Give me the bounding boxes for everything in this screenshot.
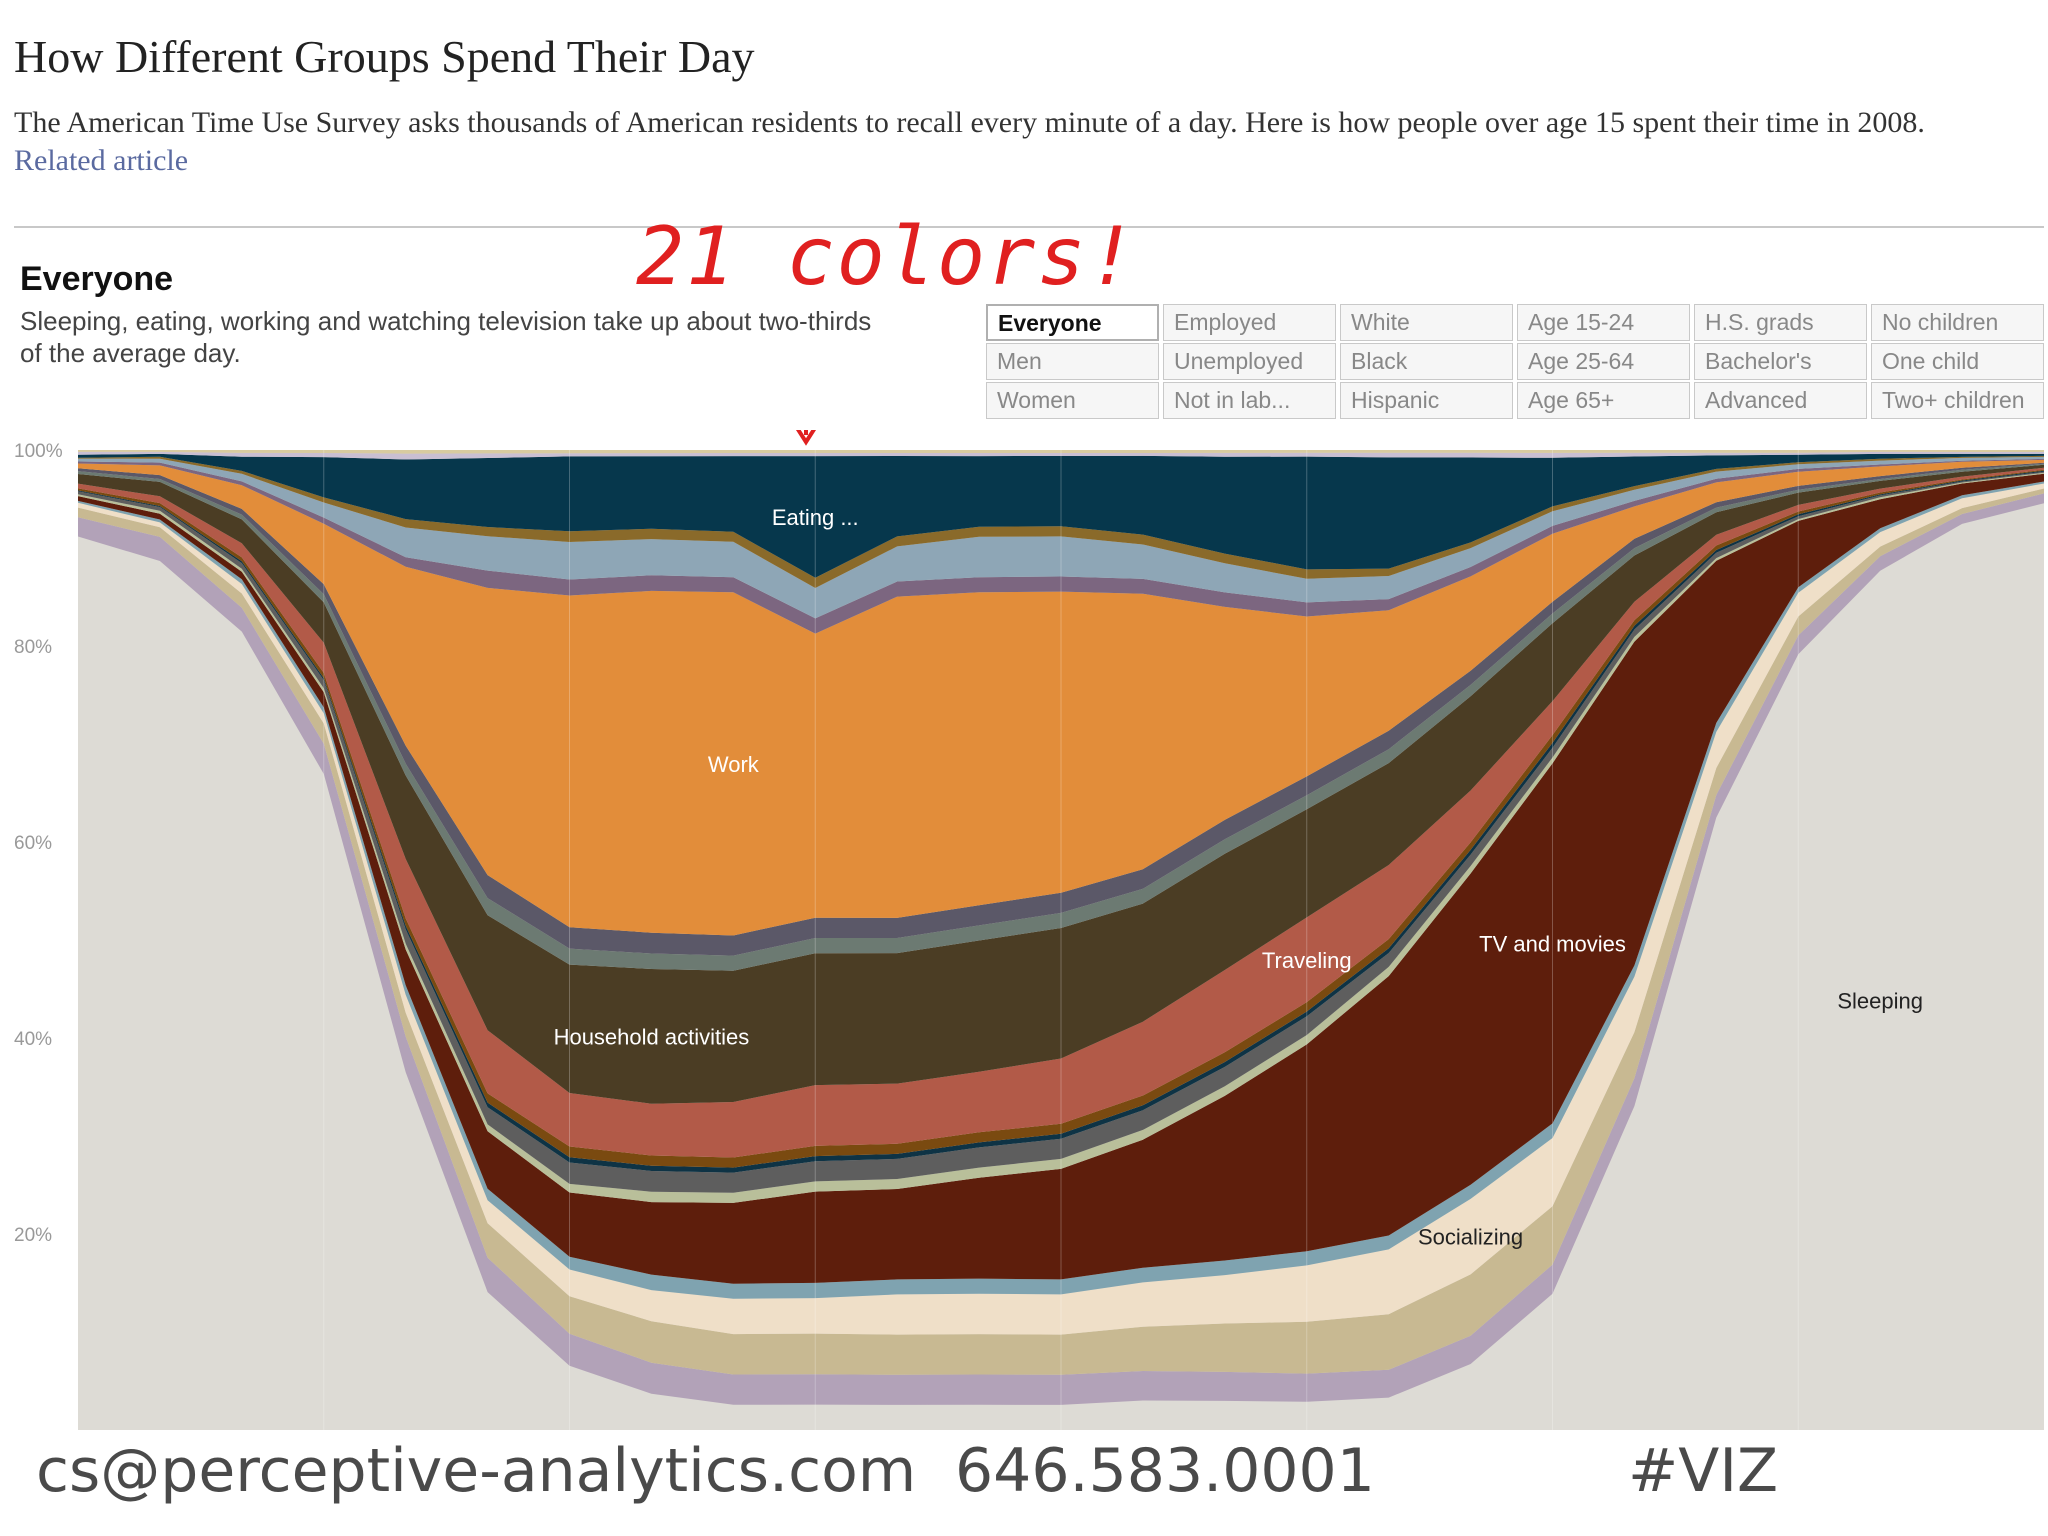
stacked-area-chart: 100% 80% 60% 40% 20% Sleeping Socializing TV a… [14, 430, 2044, 1430]
filter-button[interactable]: Bachelor's [1694, 343, 1867, 380]
filter-button[interactable]: H.S. grads [1694, 304, 1867, 341]
filter-button[interactable]: Hispanic [1340, 382, 1513, 419]
annotation-arrow [795, 430, 817, 446]
series-label: Household activities [554, 1024, 750, 1049]
footer-hashtag: #VIZ [1628, 1436, 1779, 1506]
area-series[interactable] [78, 451, 2044, 460]
intro-text: The American Time Use Survey asks thousa… [14, 106, 1925, 139]
area-series[interactable] [78, 464, 2044, 1104]
filter-button[interactable]: Age 15-24 [1517, 304, 1690, 341]
area-layers [78, 450, 2044, 1430]
series-labels: Sleeping Socializing TV and movies Travelin… [554, 505, 1923, 1250]
filter-button[interactable]: No children [1871, 304, 2044, 341]
series-label: TV and movies [1479, 931, 1626, 956]
y-tick-label: 20% [14, 1225, 52, 1246]
filter-button[interactable]: Men [986, 343, 1159, 380]
related-article-link[interactable]: Related article [14, 144, 189, 177]
area-series[interactable] [78, 483, 2044, 1335]
series-label: Eating ... [772, 505, 859, 530]
area-series[interactable] [78, 450, 2044, 454]
y-tick-label: 80% [14, 637, 52, 658]
area-series[interactable] [78, 456, 2044, 619]
filter-button[interactable]: One child [1871, 343, 2044, 380]
filter-button[interactable]: Everyone [986, 304, 1159, 341]
filter-button[interactable]: Employed [1163, 304, 1336, 341]
filter-button[interactable]: Advanced [1694, 382, 1867, 419]
area-series[interactable] [78, 458, 2044, 634]
filter-button[interactable]: Black [1340, 343, 1513, 380]
header-divider [14, 226, 2044, 228]
area-series[interactable] [78, 473, 2044, 1284]
annotation-text: 21 colors! [636, 210, 1138, 303]
footer-email: cs@perceptive-analytics.com [36, 1436, 917, 1506]
area-series[interactable] [78, 459, 2044, 936]
series-label: Traveling [1262, 948, 1352, 973]
y-tick-label: 40% [14, 1029, 52, 1050]
gridlines [323, 450, 1799, 1430]
area-series[interactable] [78, 488, 2044, 1375]
y-tick-label: 60% [14, 833, 52, 854]
y-axis: 100% 80% 60% 40% 20% [14, 441, 63, 1246]
filter-grid: Everyone Employed White Age 15-24 H.S. grads… [986, 304, 2044, 419]
group-description: Sleeping, eating, working and watching t… [20, 306, 872, 368]
filter-button[interactable]: Age 65+ [1517, 382, 1690, 419]
page-title: How Different Groups Spend Their Day [14, 31, 755, 82]
series-label: Work [708, 752, 760, 777]
area-series[interactable] [78, 453, 2044, 578]
filter-button[interactable]: Not in lab... [1163, 382, 1336, 419]
series-label: Socializing [1418, 1225, 1523, 1250]
filter-button[interactable]: White [1340, 304, 1513, 341]
y-tick-label: 100% [14, 441, 63, 462]
filter-button[interactable]: Age 25-64 [1517, 343, 1690, 380]
series-label: Sleeping [1837, 988, 1923, 1013]
area-series[interactable] [78, 503, 2044, 1430]
group-title: Everyone [20, 260, 174, 298]
filter-button[interactable]: Two+ children [1871, 382, 2044, 419]
intro-paragraph: The American Time Use Survey asks thousa… [14, 104, 2024, 180]
filter-button[interactable]: Women [986, 382, 1159, 419]
arrow-head [795, 430, 817, 446]
footer-phone: 646.583.0001 [955, 1436, 1375, 1506]
filter-button[interactable]: Unemployed [1163, 343, 1336, 380]
